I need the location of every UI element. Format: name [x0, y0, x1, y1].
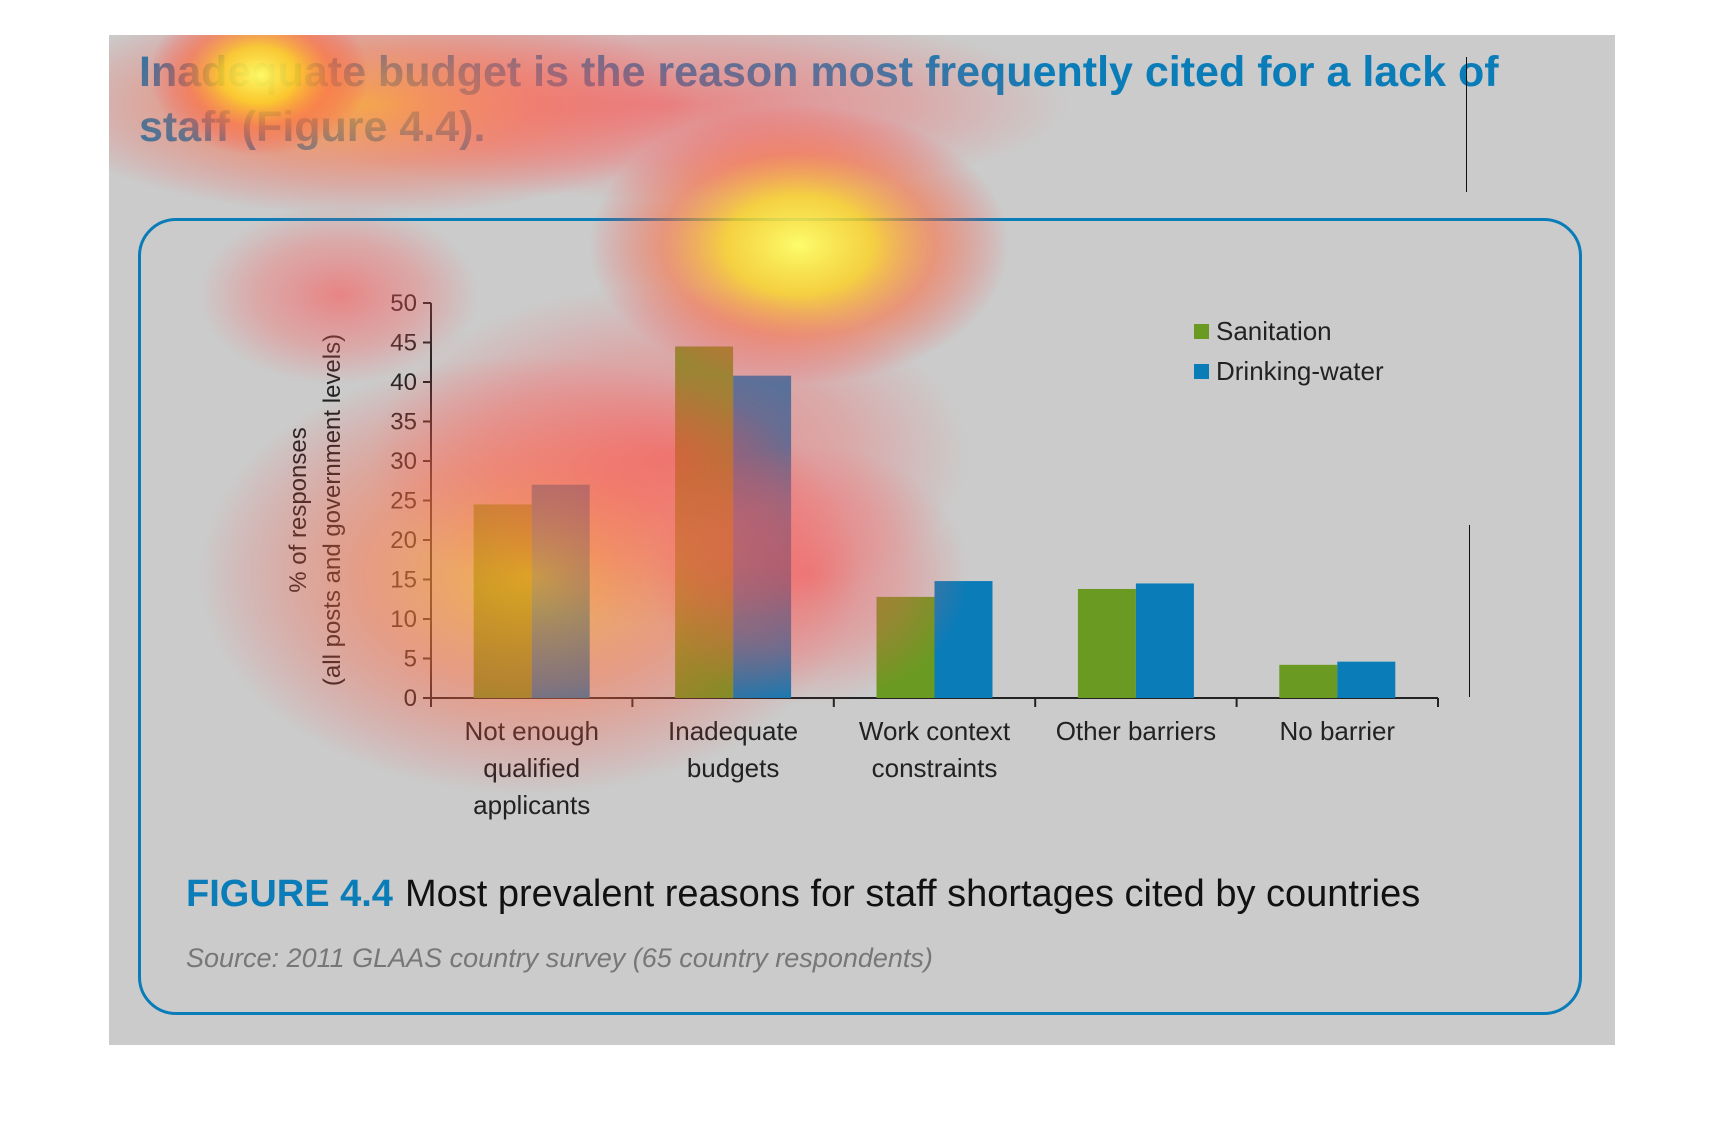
- figure-caption: FIGURE 4.4 Most prevalent reasons for sta…: [186, 873, 1420, 916]
- bar-sanitation: [876, 596, 935, 698]
- y-tick-label: 5: [404, 646, 417, 673]
- y-tick-label: 40: [390, 369, 417, 396]
- y-tick-label: 25: [390, 488, 417, 515]
- bar-sanitation: [1077, 588, 1136, 698]
- legend: Sanitation Drinking-water: [1194, 316, 1384, 386]
- y-tick-label: 20: [390, 527, 417, 554]
- legend-label: Sanitation: [1216, 316, 1332, 346]
- legend-swatch: [1194, 324, 1209, 339]
- report-panel: Inadequate budget is the reason most fre…: [109, 35, 1615, 1045]
- text-cursor: [1466, 57, 1467, 192]
- y-tick-label: 50: [390, 290, 417, 317]
- x-category-label: budgets: [687, 753, 780, 783]
- x-category-label: Work context: [859, 716, 1011, 746]
- bar-drinking-water: [1337, 661, 1396, 698]
- x-category-label: Inadequate: [668, 716, 798, 746]
- y-tick-label: 0: [404, 685, 417, 712]
- figure-label: FIGURE 4.4: [186, 873, 393, 915]
- y-tick-label: 35: [390, 409, 417, 436]
- x-category-label: Other barriers: [1056, 716, 1216, 746]
- y-axis-label-line: (all posts and government levels): [319, 334, 346, 686]
- x-category-label: Not enough: [464, 716, 598, 746]
- legend-swatch: [1194, 364, 1209, 379]
- figure-source: Source: 2011 GLAAS country survey (65 co…: [186, 943, 933, 973]
- bars: [473, 346, 1396, 698]
- bar-drinking-water: [934, 581, 993, 698]
- bar-drinking-water: [733, 375, 792, 698]
- y-tick-label: 45: [390, 330, 417, 357]
- y-tick-label: 10: [390, 606, 417, 633]
- x-category-label: qualified: [483, 753, 580, 783]
- figure-caption-text: Most prevalent reasons for staff shortag…: [404, 873, 1421, 915]
- x-category-label: applicants: [473, 790, 590, 820]
- bar-drinking-water: [531, 484, 590, 698]
- legend-label: Drinking-water: [1216, 356, 1384, 386]
- bar-sanitation: [675, 346, 734, 698]
- y-axis-label-line: % of responses: [285, 427, 312, 592]
- x-category-label: constraints: [872, 753, 998, 783]
- bar-sanitation: [1279, 664, 1338, 698]
- bar-drinking-water: [1135, 583, 1194, 698]
- x-category-label: No barrier: [1280, 716, 1396, 746]
- y-tick-label: 30: [390, 448, 417, 475]
- y-axis-label: % of responses (all posts and government …: [285, 334, 346, 686]
- bar-sanitation: [473, 504, 532, 698]
- text-cursor: [1469, 525, 1470, 697]
- y-tick-label: 15: [390, 567, 417, 594]
